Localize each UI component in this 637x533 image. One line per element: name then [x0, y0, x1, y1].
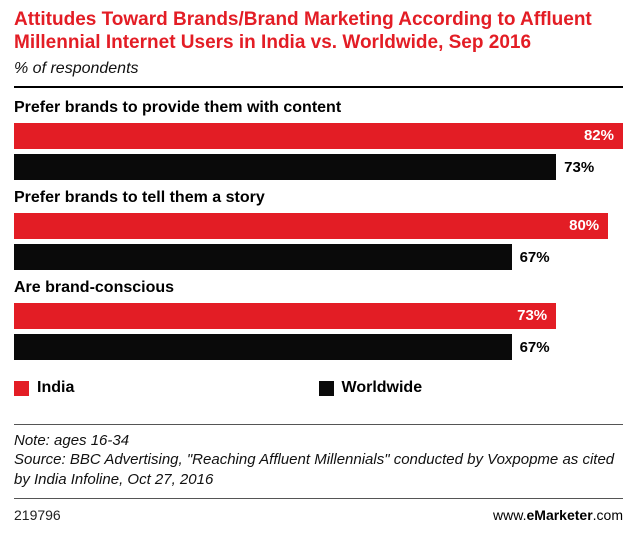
legend-item-worldwide: Worldwide [318, 379, 423, 397]
website-name: eMarketer [526, 507, 593, 523]
legend-swatch [318, 380, 334, 396]
website-prefix: www. [493, 507, 527, 523]
chart-group: Are brand-conscious 73% 67% [14, 279, 623, 361]
category-label: Prefer brands to provide them with conte… [14, 99, 342, 117]
note-text: Note: ages 16-34 [14, 431, 130, 449]
header-divider [14, 86, 623, 89]
bar-india: 82% [14, 123, 623, 150]
bar-india: 73% [14, 303, 557, 330]
bar-worldwide [14, 154, 557, 181]
worldwide-bar-row: 67% [14, 244, 623, 271]
legend-label: Worldwide [341, 379, 423, 397]
worldwide-bar-row: 67% [14, 334, 623, 361]
worldwide-bar-row: 73% [14, 154, 623, 181]
bar-india: 80% [14, 213, 609, 240]
value-label: 67% [519, 338, 550, 356]
bar-worldwide [14, 334, 512, 361]
chart-group: Prefer brands to tell them a story 80% 67% [14, 189, 623, 271]
value-label: 67% [519, 248, 550, 266]
bar-worldwide [14, 244, 512, 271]
value-label: 73% [564, 158, 595, 176]
category-label: Are brand-conscious [14, 279, 175, 297]
website-suffix: .com [592, 507, 623, 523]
category-label: Prefer brands to tell them a story [14, 189, 265, 207]
chart-group: Prefer brands to provide them with conte… [14, 99, 623, 181]
note-block: Note: ages 16-34 Source: BBC Advertising… [14, 423, 623, 498]
source-text: Source: BBC Advertising, "Reaching Afflu… [14, 451, 615, 489]
footer-bar: 219796 www.eMarketer.com [14, 498, 623, 533]
india-bar-row: 80% [14, 213, 623, 240]
chart-groups: Prefer brands to provide them with conte… [14, 90, 623, 365]
chart-title: Attitudes Toward Brands/Brand Marketing … [14, 9, 592, 54]
india-bar-row: 82% [14, 123, 623, 150]
chart-subtitle: % of respondents [14, 60, 139, 78]
chart-id: 219796 [14, 507, 61, 523]
legend-item-india: India [14, 379, 319, 397]
legend-swatch [14, 380, 29, 396]
india-bar-row: 73% [14, 303, 623, 330]
legend-label: India [37, 379, 75, 397]
legend: India Worldwide [14, 379, 623, 397]
website-url: www.eMarketer.com [493, 507, 623, 523]
